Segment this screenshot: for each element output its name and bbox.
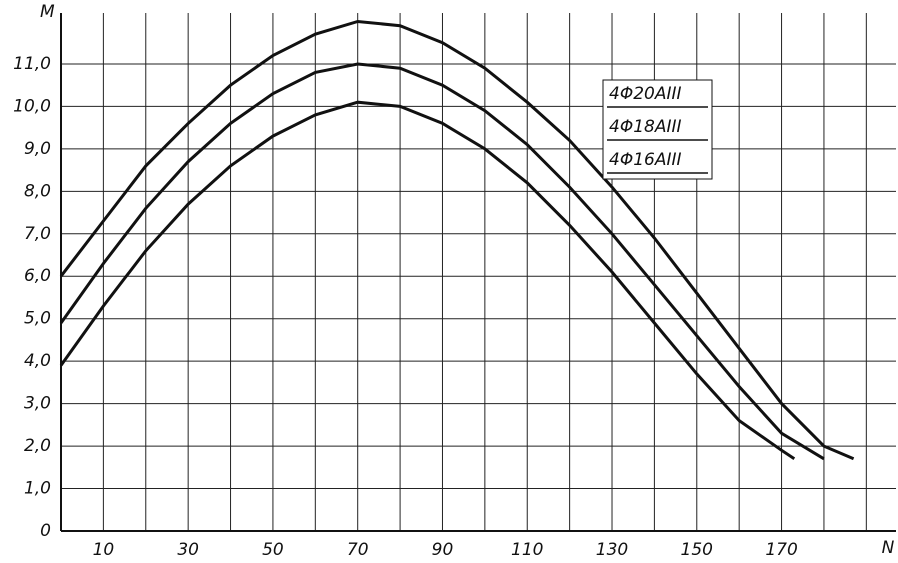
curve bbox=[59, 62, 825, 461]
x-tick-label: 70 bbox=[347, 540, 369, 560]
x-tick-label: 130 bbox=[596, 540, 628, 560]
x-tick-label: 110 bbox=[511, 540, 543, 560]
x-tick-label: 170 bbox=[765, 540, 797, 560]
x-tick-label: 50 bbox=[262, 540, 284, 560]
x-axis-label: N bbox=[882, 538, 895, 558]
x-tick-label: 150 bbox=[681, 540, 713, 560]
y-tick-label: 7,0 bbox=[24, 224, 51, 244]
y-tick-label: 1,0 bbox=[24, 479, 51, 499]
y-tick-label: 3,0 bbox=[24, 394, 51, 414]
y-tick-label: 11,0 bbox=[13, 54, 51, 74]
curve bbox=[59, 100, 796, 461]
y-tick-label: 8,0 bbox=[24, 181, 51, 201]
y-axis-label: M bbox=[40, 2, 55, 22]
x-tick-label: 90 bbox=[432, 540, 454, 560]
y-tick-label: 10,0 bbox=[13, 96, 51, 116]
y-tick-label: 2,0 bbox=[24, 436, 51, 456]
legend-label: 4Φ16AIII bbox=[609, 150, 682, 170]
legend-label: 4Φ20AIII bbox=[609, 84, 682, 104]
x-tick-label: 30 bbox=[177, 540, 199, 560]
y-tick-label: 6,0 bbox=[24, 266, 51, 286]
legend-label: 4Φ18AIII bbox=[609, 117, 682, 137]
curve bbox=[59, 19, 855, 461]
y-tick-label: 5,0 bbox=[24, 309, 51, 329]
y-tick-label: 4,0 bbox=[24, 351, 51, 371]
y-tick-label: 9,0 bbox=[24, 139, 51, 159]
x-tick-label: 10 bbox=[93, 540, 115, 560]
y-tick-label: 0 bbox=[40, 521, 51, 541]
legend-box bbox=[602, 79, 713, 180]
